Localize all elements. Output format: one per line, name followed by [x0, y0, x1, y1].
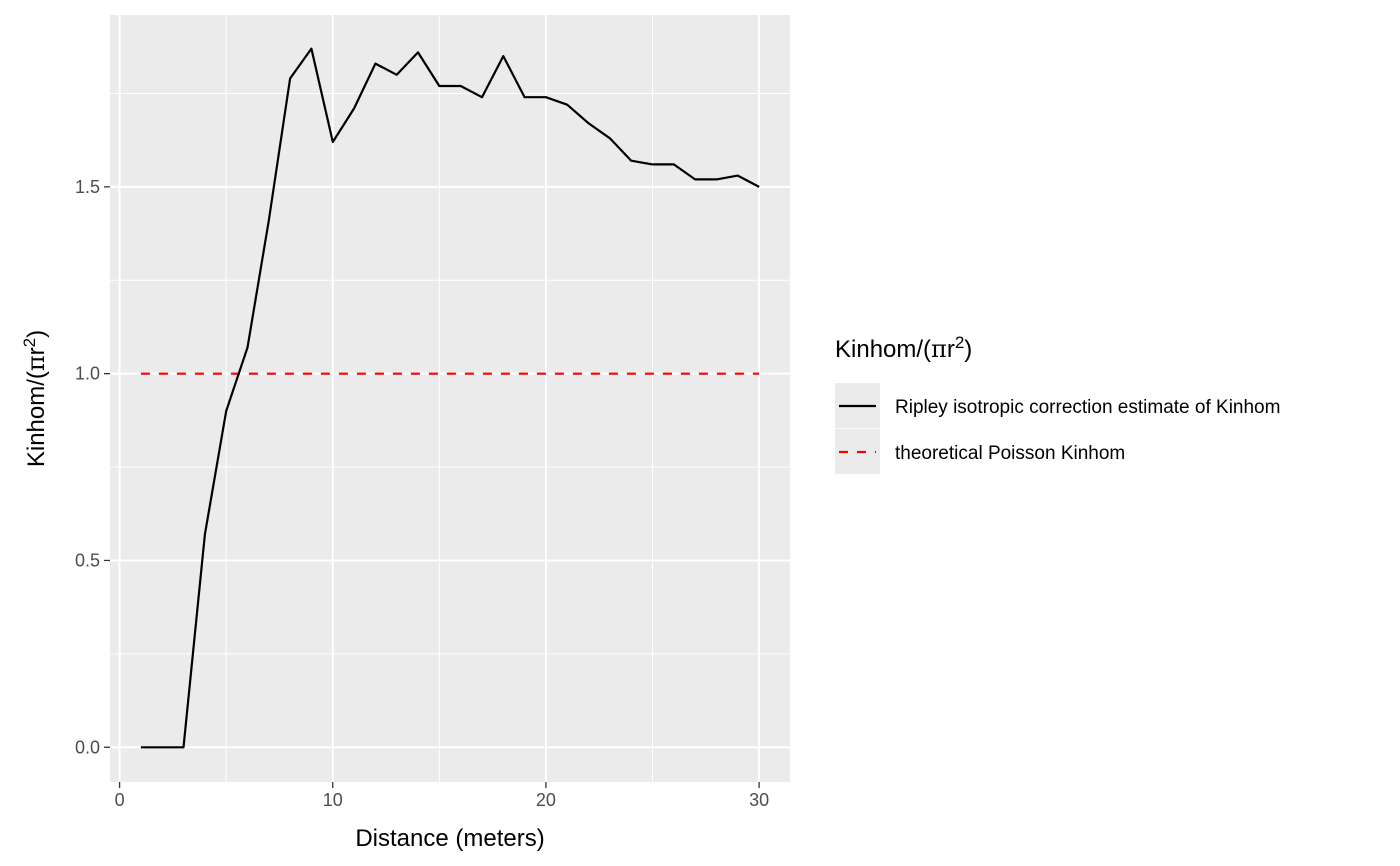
x-tick-label: 10	[323, 790, 343, 810]
y-axis-title-suffix: )	[23, 330, 50, 338]
legend-label-ripley: Ripley isotropic correction estimate of …	[895, 397, 1280, 418]
y-tick-label: 1.5	[75, 177, 100, 197]
x-tick-label: 30	[749, 790, 769, 810]
minor-gridlines	[110, 15, 790, 782]
legend-title-sup: 2	[955, 333, 964, 352]
y-axis: 0.0 0.5 1.0 1.5	[75, 177, 110, 757]
y-tick-label: 0.5	[75, 550, 100, 570]
y-axis-title-r: r	[23, 347, 50, 355]
legend-title: Kinhom/(πr2)	[835, 333, 972, 364]
legend-title-r: r	[947, 336, 955, 363]
x-axis: 0 10 20 30	[115, 782, 769, 810]
series-line-ripley	[140, 47, 760, 749]
legend-label-poisson: theoretical Poisson Kinhom	[895, 443, 1125, 464]
plot-panel	[110, 15, 790, 782]
y-axis-title: Kinhom/(πr2)	[20, 330, 51, 467]
series-layer	[140, 47, 760, 749]
y-axis-title-prefix: Kinhom/(	[23, 371, 50, 467]
legend: Kinhom/(πr2) Ripley isotropic correction…	[835, 333, 1280, 474]
y-tick-label: 0.0	[75, 737, 100, 757]
x-tick-label: 20	[536, 790, 556, 810]
x-axis-title: Distance (meters)	[355, 825, 544, 852]
y-axis-title-pi: π	[22, 355, 50, 371]
legend-title-prefix: Kinhom/(	[835, 336, 931, 363]
x-tick-label: 0	[115, 790, 125, 810]
legend-title-pi: π	[931, 335, 947, 363]
legend-title-suffix: )	[964, 336, 972, 363]
y-axis-title-sup: 2	[20, 338, 39, 347]
y-tick-label: 1.0	[75, 364, 100, 384]
